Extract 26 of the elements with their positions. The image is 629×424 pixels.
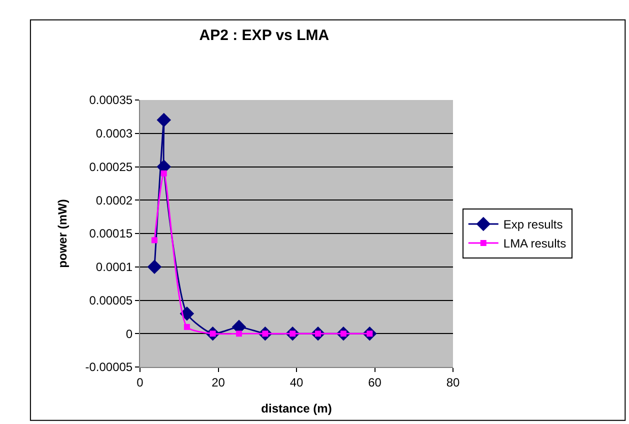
x-tick-label: 20 bbox=[212, 375, 226, 390]
point bbox=[156, 112, 172, 128]
point bbox=[151, 237, 158, 244]
y-tick-label: 0.00035 bbox=[89, 93, 133, 108]
point bbox=[184, 324, 190, 330]
y-tick-label: 0.00005 bbox=[89, 293, 133, 308]
legend-label: Exp results bbox=[503, 218, 563, 232]
point bbox=[236, 330, 242, 337]
y-tick-label: 0.0001 bbox=[96, 260, 133, 274]
x-tick-label: 60 bbox=[368, 375, 382, 390]
x-tick-label: 40 bbox=[290, 375, 304, 390]
chart-title: AP2 : EXP vs LMA bbox=[199, 27, 330, 44]
point bbox=[147, 260, 162, 274]
y-tick-label: 0.0002 bbox=[96, 193, 133, 208]
point bbox=[160, 170, 167, 176]
y-tick-label: 0.00015 bbox=[89, 226, 133, 241]
x-tick-label: 0 bbox=[136, 375, 144, 390]
x-tick-label: 80 bbox=[446, 375, 460, 390]
legend-label: LMA results bbox=[503, 236, 566, 251]
y-tick-label: 0.0003 bbox=[96, 126, 133, 141]
point bbox=[180, 306, 194, 321]
x-axis-title: distance (m) bbox=[261, 401, 332, 416]
y-tick-label: -0.00005 bbox=[85, 360, 133, 374]
y-tick-label: 0.00025 bbox=[89, 160, 133, 174]
y-tick-label: 0 bbox=[126, 326, 133, 341]
y-axis-title: power (mW) bbox=[56, 199, 70, 268]
